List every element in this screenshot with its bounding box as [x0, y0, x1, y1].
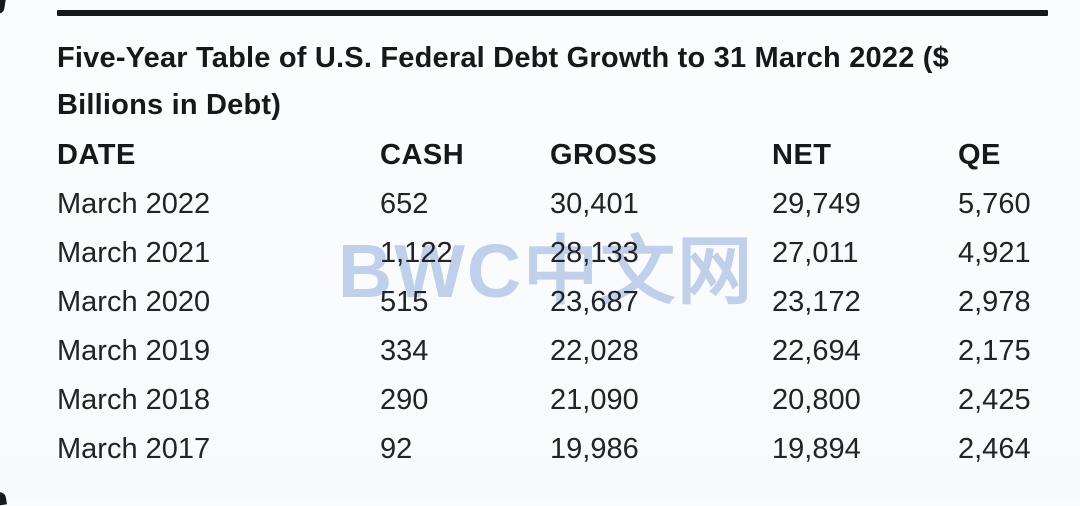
cell-gross: 21,090	[550, 384, 639, 416]
table-row: March 2021 1,122 28,133 27,011 4,921	[57, 229, 1080, 278]
cell-gross: 19,986	[550, 433, 639, 465]
cell-net: 22,694	[772, 335, 861, 367]
table-row: March 2022 652 30,401 29,749 5,760	[57, 180, 1080, 229]
table-row: March 2018 290 21,090 20,800 2,425	[57, 376, 1080, 425]
cell-qe: 4,921	[958, 237, 1031, 269]
frame-corner-top-left	[0, 0, 7, 15]
page-title-line2: Billions in Debt)	[57, 89, 282, 122]
cell-cash: 1,122	[380, 237, 453, 269]
cell-cash: 92	[380, 433, 413, 465]
cell-cash: 515	[380, 286, 429, 318]
cell-qe: 2,425	[958, 384, 1031, 416]
cell-net: 20,800	[772, 384, 861, 416]
cell-date: March 2021	[57, 237, 211, 269]
cell-qe: 2,175	[958, 335, 1031, 367]
table-row: March 2020 515 23,687 23,172 2,978	[57, 278, 1080, 327]
page-title-line1: Five-Year Table of U.S. Federal Debt Gro…	[57, 42, 949, 75]
table-row: March 2017 92 19,986 19,894 2,464	[57, 425, 1080, 474]
cell-qe: 2,978	[958, 286, 1031, 318]
cell-date: March 2017	[57, 433, 211, 465]
frame-corner-bottom-left	[0, 491, 7, 506]
cell-gross: 22,028	[550, 335, 639, 367]
cell-date: March 2020	[57, 286, 211, 318]
column-header-gross: GROSS	[550, 139, 658, 171]
cell-net: 23,172	[772, 286, 861, 318]
table-row: March 2019 334 22,028 22,694 2,175	[57, 327, 1080, 376]
cell-cash: 652	[380, 188, 429, 220]
debt-table: DATE CASH GROSS NET QE March 2022 652 30…	[57, 131, 1080, 474]
cell-gross: 28,133	[550, 237, 639, 269]
cell-net: 27,011	[772, 237, 859, 269]
cell-qe: 2,464	[958, 433, 1031, 465]
cell-cash: 290	[380, 384, 429, 416]
cell-date: March 2018	[57, 384, 211, 416]
cell-net: 29,749	[772, 188, 861, 220]
top-border-bar	[57, 10, 1048, 16]
cell-date: March 2022	[57, 188, 211, 220]
column-header-qe: QE	[958, 139, 1001, 171]
cell-cash: 334	[380, 335, 429, 367]
cell-net: 19,894	[772, 433, 861, 465]
cell-qe: 5,760	[958, 188, 1031, 220]
page-title: Five-Year Table of U.S. Federal Debt Gro…	[57, 35, 949, 129]
cell-gross: 30,401	[550, 188, 639, 220]
watermark: BWC中文网	[338, 229, 755, 313]
column-header-net: NET	[772, 139, 832, 171]
cell-gross: 23,687	[550, 286, 639, 318]
table-header-row: DATE CASH GROSS NET QE	[57, 131, 1080, 180]
column-header-cash: CASH	[380, 139, 465, 171]
column-header-date: DATE	[57, 139, 136, 171]
cell-date: March 2019	[57, 335, 211, 367]
